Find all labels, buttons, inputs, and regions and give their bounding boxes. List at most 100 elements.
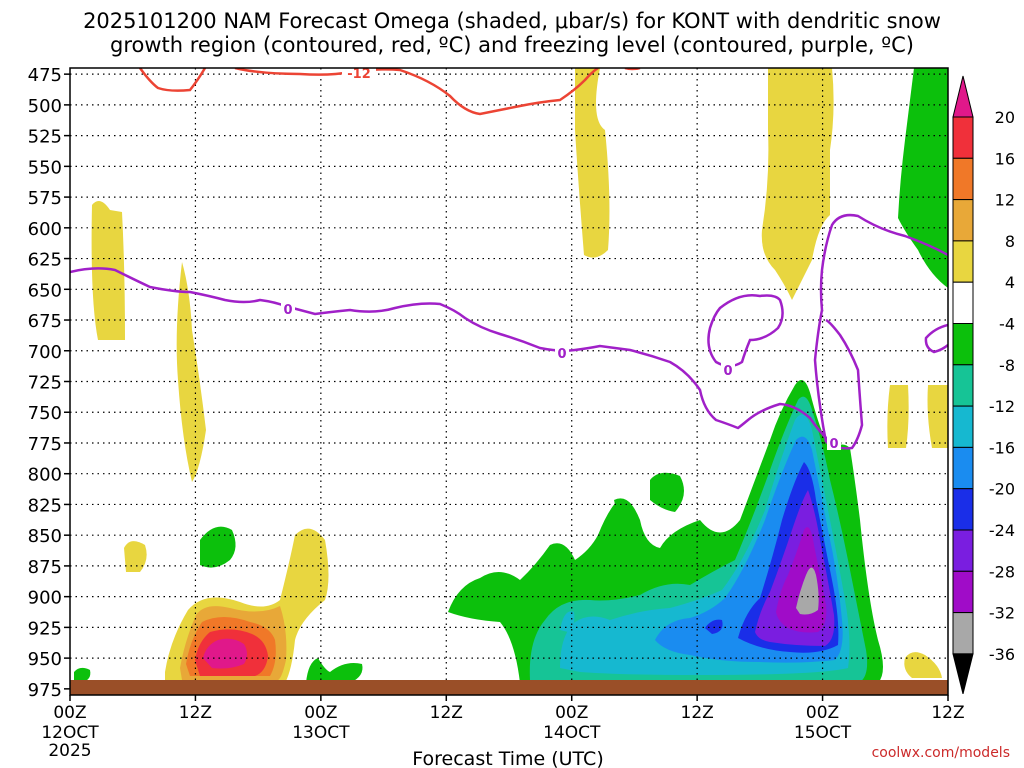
x-tick-label: 00Z bbox=[806, 703, 839, 723]
x-tick-label: 00Z bbox=[555, 703, 588, 723]
y-tick-label: 900 bbox=[28, 588, 62, 609]
colorbar-label: -4 bbox=[999, 315, 1015, 334]
colorbar-swatch bbox=[952, 612, 974, 655]
y-axis: 475 500 525 550 575 600 625 650 675 700 725 750 775 8… bbox=[28, 65, 70, 701]
omega-area-negative-2 bbox=[74, 667, 91, 682]
x-tick-year: 2025 bbox=[48, 741, 91, 761]
colorbar-swatch bbox=[952, 323, 974, 366]
colorbar-swatch bbox=[952, 240, 974, 283]
omega-area-negative-16 bbox=[898, 68, 948, 288]
y-tick-label: 850 bbox=[28, 526, 62, 547]
x-tick-date: 14OCT bbox=[543, 723, 601, 743]
colorbar-swatch bbox=[952, 281, 974, 325]
omega-area-positive-13 bbox=[904, 652, 942, 678]
omega-area-negative-15 bbox=[796, 567, 819, 615]
freezing-level-contour-closed-3 bbox=[924, 323, 948, 354]
contour-label-zero-4: 0 bbox=[829, 437, 838, 452]
y-tick-label: 950 bbox=[28, 649, 62, 670]
colorbar-label: -16 bbox=[989, 438, 1015, 457]
y-tick-label: 825 bbox=[28, 495, 62, 516]
colorbar-swatch bbox=[952, 446, 974, 490]
omega-area-negative-3 bbox=[306, 658, 363, 683]
colorbar-label: 8 bbox=[1005, 232, 1015, 251]
colorbar-label: -20 bbox=[989, 480, 1015, 499]
x-tick-label: 12Z bbox=[179, 703, 212, 723]
y-tick-label: 775 bbox=[28, 434, 62, 455]
x-tick-label: 12Z bbox=[681, 703, 714, 723]
omega-area-positive-3 bbox=[124, 541, 147, 572]
omega-area-positive-9 bbox=[575, 68, 610, 258]
y-tick-label: 675 bbox=[28, 311, 62, 332]
omega-shading bbox=[74, 68, 948, 683]
omega-area-positive-10 bbox=[761, 68, 834, 300]
freezing-level-contour bbox=[70, 267, 831, 443]
colorbar-swatch bbox=[952, 116, 974, 159]
y-tick-label: 500 bbox=[28, 96, 62, 117]
y-tick-label: 525 bbox=[28, 127, 62, 148]
y-tick-label: 725 bbox=[28, 373, 62, 394]
contour-label-zero-3: 0 bbox=[723, 364, 732, 379]
colorbar-swatch bbox=[952, 529, 974, 572]
y-tick-label: 575 bbox=[28, 188, 62, 209]
contour-label-minus12: -12 bbox=[347, 67, 371, 82]
omega-area-negative-1 bbox=[200, 526, 236, 568]
colorbar-label: -36 bbox=[989, 645, 1015, 664]
x-tick-label: 00Z bbox=[53, 703, 86, 723]
freezing-level-contour-closed-1 bbox=[707, 294, 784, 368]
colorbar-label: -24 bbox=[989, 521, 1015, 540]
y-tick-label: 475 bbox=[28, 65, 62, 86]
omega-area-negative-6 bbox=[614, 498, 632, 519]
x-tick-date: 12OCT bbox=[41, 723, 99, 743]
contour-label-zero-1: 0 bbox=[283, 303, 292, 318]
source-credit: coolwx.com/models bbox=[871, 745, 1010, 761]
colorbar-swatch bbox=[952, 157, 974, 201]
y-tick-label: 700 bbox=[28, 342, 62, 363]
y-tick-label: 875 bbox=[28, 557, 62, 578]
y-tick-label: 975 bbox=[28, 680, 62, 701]
colorbar-swatch bbox=[952, 199, 974, 242]
colorbar-label: 16 bbox=[995, 149, 1015, 168]
colorbar-label: 4 bbox=[1005, 273, 1015, 292]
omega-colorbar: 20 16 12 8 4 -4 -8 -12 -16 -20 -24 -28 -32 -36 bbox=[952, 75, 1015, 695]
colorbar-label: 20 bbox=[995, 108, 1015, 127]
colorbar-label: -32 bbox=[989, 604, 1015, 623]
chart-title-line-1: 2025101200 NAM Forecast Omega (shaded, μ… bbox=[83, 9, 941, 33]
x-tick-date: 15OCT bbox=[794, 723, 852, 743]
colorbar-swatch bbox=[952, 364, 974, 407]
omega-area-positive-11 bbox=[887, 385, 909, 448]
x-tick-label: 12Z bbox=[430, 703, 463, 723]
colorbar-swatch bbox=[952, 488, 974, 531]
y-tick-label: 800 bbox=[28, 465, 62, 486]
y-tick-label: 600 bbox=[28, 219, 62, 240]
colorbar-swatch bbox=[952, 570, 974, 614]
omega-area-positive-12 bbox=[927, 385, 948, 448]
omega-area-positive-2 bbox=[176, 262, 206, 482]
colorbar-label: 12 bbox=[995, 191, 1015, 210]
colorbar-swatch bbox=[952, 405, 974, 448]
omega-area-positive-8 bbox=[203, 638, 247, 669]
ground-below-surface bbox=[70, 680, 948, 695]
y-tick-label: 650 bbox=[28, 280, 62, 301]
chart-title-line-2: growth region (contoured, red, ºC) and f… bbox=[110, 33, 914, 57]
colorbar-label: -12 bbox=[989, 397, 1015, 416]
contour-label-zero-2: 0 bbox=[557, 347, 566, 362]
colorbar-label: -28 bbox=[989, 562, 1015, 581]
omega-area-negative-5 bbox=[650, 472, 684, 512]
y-tick-label: 625 bbox=[28, 250, 62, 271]
x-tick-label: 00Z bbox=[304, 703, 337, 723]
x-axis-title: Forecast Time (UTC) bbox=[412, 748, 603, 768]
colorbar-arrow-bottom bbox=[952, 653, 974, 695]
freezing-level-contour-closed-2 bbox=[813, 213, 948, 450]
colorbar-label: -8 bbox=[999, 356, 1015, 375]
x-tick-date: 13OCT bbox=[292, 723, 350, 743]
colorbar-arrow-top bbox=[952, 75, 974, 118]
gridlines bbox=[70, 68, 948, 695]
omega-area-positive-1 bbox=[91, 201, 125, 340]
contour-labels: -12 0 0 0 0 bbox=[281, 66, 841, 452]
y-tick-label: 550 bbox=[28, 157, 62, 178]
y-tick-label: 925 bbox=[28, 618, 62, 639]
y-tick-label: 750 bbox=[28, 403, 62, 424]
x-tick-label: 12Z bbox=[931, 703, 964, 723]
